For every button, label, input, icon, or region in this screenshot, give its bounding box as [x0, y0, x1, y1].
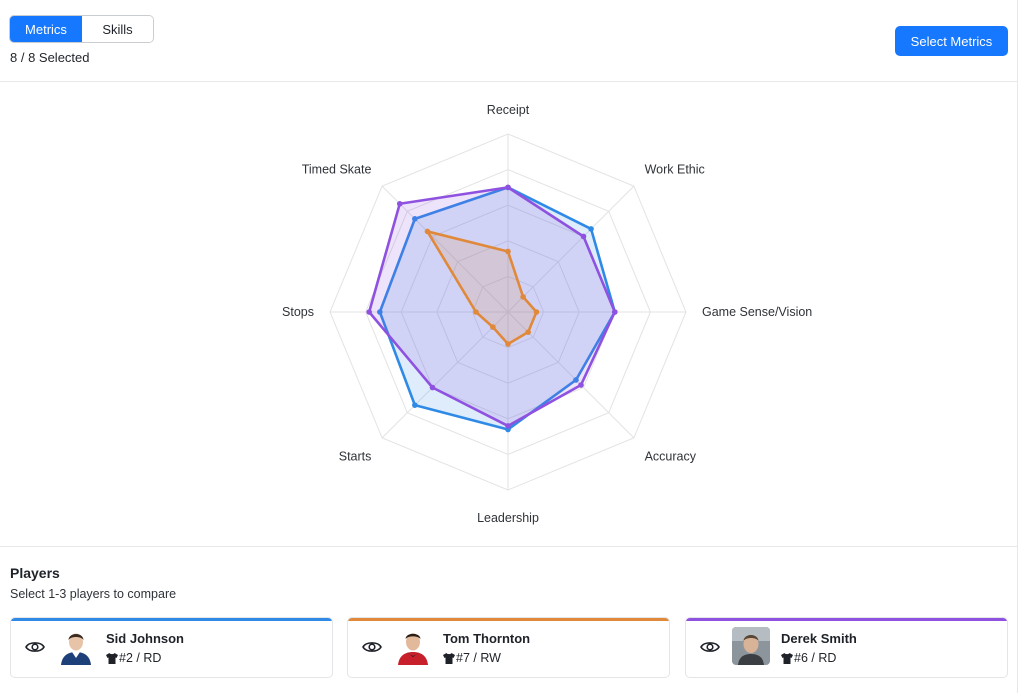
- radar-series: [366, 184, 618, 433]
- view-toggle: Metrics Skills: [9, 15, 154, 43]
- player-name: Tom Thornton: [443, 631, 531, 646]
- axis-label: Leadership: [477, 511, 539, 525]
- player-info: #6 / RD: [781, 651, 836, 665]
- tab-metrics[interactable]: Metrics: [10, 16, 82, 42]
- axis-label: Game Sense/Vision: [702, 305, 812, 319]
- players-title: Players: [10, 565, 60, 581]
- player-name: Derek Smith: [781, 631, 857, 646]
- avatar: [57, 627, 95, 665]
- radar-axis-labels: Receipt Work Ethic Game Sense/Vision Accura…: [282, 103, 812, 525]
- axis-label: Timed Skate: [302, 162, 372, 176]
- data-point: [366, 309, 372, 315]
- player-card-derek-smith[interactable]: Derek Smith #6 / RD: [685, 617, 1008, 678]
- select-metrics-button[interactable]: Select Metrics: [895, 26, 1008, 56]
- players-subtitle: Select 1-3 players to compare: [10, 587, 177, 601]
- data-point: [520, 294, 526, 300]
- data-point: [578, 382, 584, 388]
- tab-skills[interactable]: Skills: [82, 16, 153, 42]
- grid-spoke: [381, 311, 509, 439]
- radar-svg: Receipt Work Ethic Game Sense/Vision Accura…: [282, 103, 812, 525]
- grid-spoke: [507, 185, 635, 313]
- jersey-icon: [106, 652, 118, 664]
- player-card-tom-thornton[interactable]: Tom Thornton #7 / RW: [347, 617, 670, 678]
- data-point: [612, 309, 618, 315]
- data-point: [490, 324, 496, 330]
- data-point: [396, 200, 403, 207]
- players-section: Players Select 1-3 players to compare Si…: [0, 546, 1018, 693]
- player-name: Sid Johnson: [106, 631, 184, 646]
- eye-icon[interactable]: [25, 640, 45, 654]
- data-point: [505, 248, 511, 255]
- series-tom-thornton: [424, 228, 540, 347]
- player-number-position: #7 / RW: [456, 651, 501, 665]
- data-point: [473, 309, 479, 315]
- data-point: [525, 329, 531, 335]
- player-color-bar: [686, 618, 1007, 621]
- data-point: [533, 309, 540, 315]
- eye-icon[interactable]: [362, 640, 382, 654]
- player-info: #2 / RD: [106, 651, 161, 665]
- avatar: [732, 627, 770, 665]
- axis-label: Work Ethic: [645, 162, 705, 176]
- data-point: [588, 226, 594, 232]
- data-point: [412, 402, 418, 408]
- axis-label: Starts: [339, 450, 372, 464]
- jersey-icon: [781, 652, 793, 664]
- data-point: [377, 309, 383, 315]
- player-color-bar: [348, 618, 669, 621]
- axis-label: Stops: [282, 305, 314, 319]
- data-point: [505, 184, 511, 191]
- data-point: [424, 228, 431, 235]
- data-point: [412, 216, 418, 222]
- radar-chart: Receipt Work Ethic Game Sense/Vision Accura…: [0, 83, 1018, 545]
- data-point: [580, 233, 587, 240]
- series-derek-smith: [366, 184, 618, 429]
- selected-count: 8 / 8 Selected: [10, 50, 90, 65]
- avatar: [394, 627, 432, 665]
- grid-spoke: [381, 185, 509, 313]
- eye-icon[interactable]: [700, 640, 720, 654]
- data-point: [429, 384, 436, 391]
- player-number-position: #6 / RD: [794, 651, 837, 665]
- data-point: [573, 377, 579, 383]
- data-point: [505, 341, 511, 347]
- data-point: [505, 423, 511, 429]
- player-card-sid-johnson[interactable]: Sid Johnson #2 / RD: [10, 617, 333, 678]
- jersey-icon: [443, 652, 455, 664]
- player-color-bar: [11, 618, 332, 621]
- player-number-position: #2 / RD: [119, 651, 162, 665]
- axis-label: Receipt: [487, 103, 530, 117]
- axis-label: Accuracy: [645, 450, 697, 464]
- metrics-header: Metrics Skills 8 / 8 Selected Select Met…: [0, 0, 1018, 82]
- player-info: #7 / RW: [443, 651, 501, 665]
